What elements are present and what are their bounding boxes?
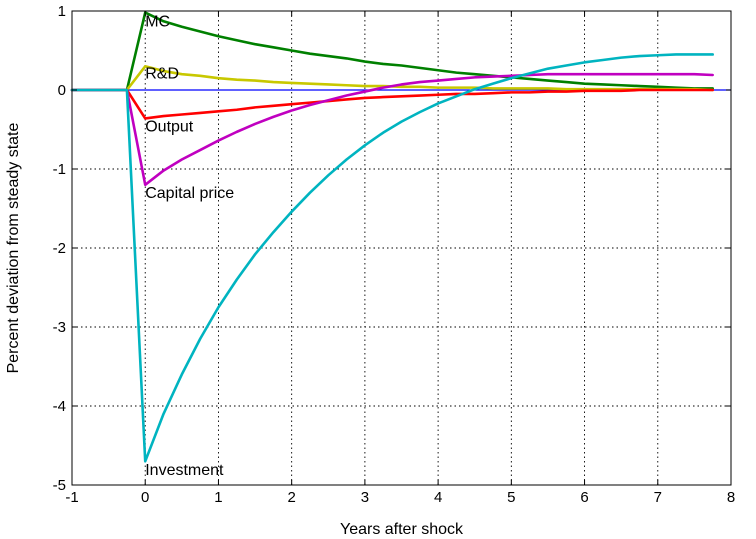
series-line-capital-price — [70, 72, 714, 187]
x-tick-label: 3 — [361, 489, 369, 506]
annotation-mc: MC — [145, 13, 170, 30]
annotation-r-d: R&D — [145, 66, 179, 83]
tick-labels: -1 0 1 2 3 4 5 6 7 8 -5 -4 -3 -2 -1 0 1 — [53, 3, 736, 506]
y-tick-label: -2 — [53, 240, 66, 257]
y-tick-label: -3 — [53, 319, 66, 336]
x-tick-label: 7 — [654, 489, 662, 506]
y-tick-label: -1 — [53, 161, 66, 178]
y-tick-label: -5 — [53, 477, 66, 494]
x-tick-label: 1 — [214, 489, 222, 506]
y-axis-label: Percent deviation from steady state — [5, 123, 22, 374]
y-tick-label: 1 — [58, 3, 66, 20]
y-tick-label: -4 — [53, 398, 66, 415]
series-lines — [70, 11, 714, 463]
x-tick-label: -1 — [65, 489, 78, 506]
x-tick-label: 6 — [580, 489, 588, 506]
series-annotations: MC R&D Output Capital price Investment — [145, 13, 234, 479]
series-line-mc — [70, 11, 714, 92]
series-line-output — [70, 88, 714, 120]
annotation-output: Output — [145, 119, 194, 136]
x-tick-label: 5 — [507, 489, 515, 506]
x-tick-label: 8 — [727, 489, 735, 506]
x-tick-label: 0 — [141, 489, 149, 506]
series-line-investment — [70, 53, 714, 463]
annotation-capital-price: Capital price — [145, 185, 234, 202]
x-axis-label: Years after shock — [340, 521, 464, 538]
y-tick-label: 0 — [58, 82, 66, 99]
annotation-investment: Investment — [145, 462, 224, 479]
x-tick-label: 4 — [434, 489, 442, 506]
x-tick-label: 2 — [287, 489, 295, 506]
series-line-r-d — [70, 65, 714, 92]
